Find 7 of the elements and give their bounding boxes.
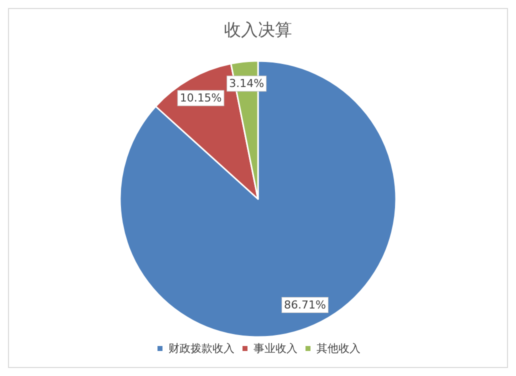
- legend-label: 其他收入: [316, 342, 360, 355]
- legend-label: 财政拨款收入: [168, 342, 234, 355]
- chart-title: 收入决算: [224, 20, 292, 40]
- data-label: 10.15%: [180, 92, 222, 105]
- legend-label: 事业收入: [254, 342, 298, 355]
- data-label: 86.71%: [284, 298, 326, 312]
- data-label: 3.14%: [229, 77, 264, 90]
